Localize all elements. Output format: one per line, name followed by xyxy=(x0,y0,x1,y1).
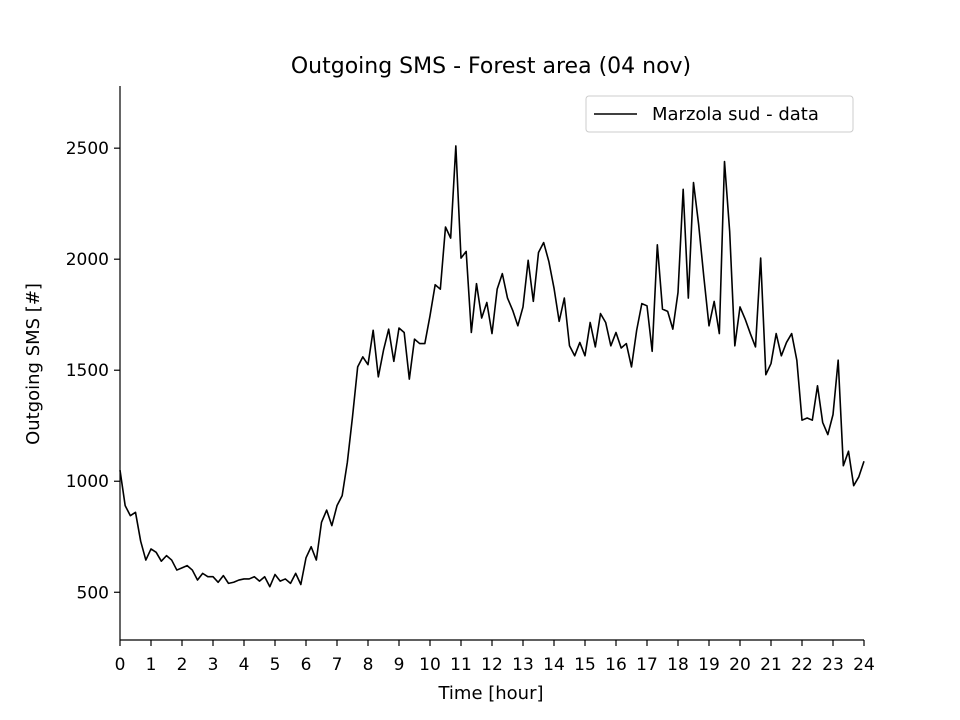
x-tick-label: 14 xyxy=(543,655,565,675)
x-tick-label: 21 xyxy=(760,655,782,675)
y-tick-label: 1500 xyxy=(66,361,109,381)
x-tick-label: 3 xyxy=(208,655,219,675)
legend-label: Marzola sud - data xyxy=(652,104,819,125)
x-tick-label: 9 xyxy=(394,655,405,675)
y-axis-label: Outgoing SMS [#] xyxy=(23,283,44,445)
x-tick-label: 12 xyxy=(481,655,503,675)
y-tick-label: 2500 xyxy=(66,139,109,159)
y-tick-label: 500 xyxy=(77,583,109,603)
x-tick-label: 20 xyxy=(729,655,751,675)
plot-area: 0 1 2 3 4 5 6 7 8 9 10 11 12 13 14 15 16 17 18 19 20 21 22 23 24… xyxy=(66,86,875,675)
x-tick-label: 15 xyxy=(574,655,596,675)
x-tick-label: 13 xyxy=(512,655,534,675)
chart-title: Outgoing SMS - Forest area (04 nov) xyxy=(291,54,691,79)
x-axis-label: Time [hour] xyxy=(437,683,543,704)
legend-box xyxy=(585,95,854,133)
y-tick-label: 1000 xyxy=(66,472,109,492)
x-tick-label: 5 xyxy=(270,655,281,675)
x-tick-label: 11 xyxy=(450,655,472,675)
x-tick-label: 19 xyxy=(698,655,720,675)
x-tick-label: 17 xyxy=(636,655,658,675)
x-tick-label: 4 xyxy=(239,655,250,675)
x-tick-label: 22 xyxy=(791,655,813,675)
x-tick-label: 2 xyxy=(177,655,188,675)
legend: Marzola sud - data xyxy=(585,95,854,133)
x-tick-label: 0 xyxy=(115,655,126,675)
x-tick-label: 10 xyxy=(419,655,441,675)
x-tick-label: 16 xyxy=(605,655,627,675)
x-tick-label: 1 xyxy=(146,655,157,675)
x-tick-label: 23 xyxy=(822,655,844,675)
x-tick-label: 7 xyxy=(332,655,343,675)
x-tick-label: 8 xyxy=(363,655,374,675)
y-tick-label: 2000 xyxy=(66,250,109,270)
series-line xyxy=(119,145,865,588)
x-tick-label: 6 xyxy=(301,655,312,675)
x-tick-label: 18 xyxy=(667,655,689,675)
x-tick-label: 24 xyxy=(853,655,875,675)
